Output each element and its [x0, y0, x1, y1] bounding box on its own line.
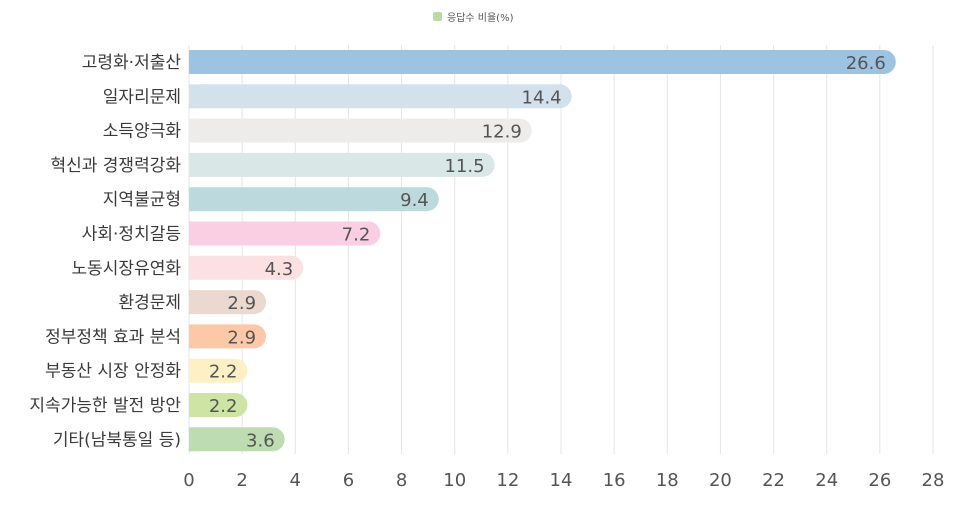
- bar: [189, 221, 381, 246]
- legend: 응답수 비율(%): [433, 12, 514, 24]
- bar-left-edge: [189, 393, 201, 417]
- bar: [189, 427, 285, 452]
- x-tick-label: 0: [183, 470, 194, 491]
- bar-left-edge: [189, 427, 201, 452]
- bar: [189, 118, 532, 143]
- category-label: 지역불균형: [103, 190, 181, 210]
- bar-left-edge: [189, 187, 201, 212]
- category-label: 고령화·저출산: [82, 53, 182, 73]
- bar-left-edge: [189, 324, 201, 349]
- x-tick-label: 10: [443, 470, 466, 491]
- category-label: 노동시장유연화: [72, 259, 182, 279]
- x-tick-label: 6: [343, 470, 354, 491]
- bar: [189, 324, 267, 349]
- bar-left-edge: [189, 290, 201, 315]
- bar-left-edge: [189, 152, 201, 177]
- bar: [189, 255, 304, 280]
- value-label: 2.9: [227, 293, 256, 314]
- value-label: 2.2: [209, 396, 238, 417]
- bar: [189, 393, 248, 417]
- category-label: 혁신과 경쟁력강화: [50, 156, 181, 176]
- value-label: 14.4: [522, 87, 562, 108]
- category-label: 정부정책 효과 분석: [45, 327, 181, 347]
- x-tick-label: 16: [603, 470, 626, 491]
- bar-left-edge: [189, 118, 201, 143]
- value-label: 3.6: [246, 430, 275, 451]
- x-tick-label: 20: [709, 470, 732, 491]
- x-tick-label: 12: [496, 470, 519, 491]
- legend-swatch: [433, 12, 442, 21]
- grid-lines: [188, 45, 934, 454]
- x-tick-label: 8: [396, 470, 407, 491]
- bar: [189, 290, 267, 315]
- value-label: 2.9: [227, 327, 256, 348]
- bar-left-edge: [189, 255, 201, 280]
- x-tick-label: 4: [290, 470, 301, 491]
- category-label: 사회·정치갈등: [82, 225, 181, 245]
- legend-label: 응답수 비율(%): [447, 12, 514, 24]
- category-label: 기타(남북통일 등): [53, 430, 181, 450]
- x-tick-label: 2: [236, 470, 247, 491]
- bar: [189, 152, 495, 177]
- value-labels: 26.6 14.412.9 11.5 9.4 7.2 4.3 2.9 2.9 2.2 2.2 3.6: [209, 53, 886, 451]
- bar: [189, 187, 439, 212]
- value-label: 4.3: [265, 259, 294, 280]
- x-tick-label: 28: [922, 470, 945, 491]
- value-label: 12.9: [482, 122, 522, 143]
- x-tick-label: 18: [656, 470, 679, 491]
- bar: [189, 84, 572, 109]
- bar: [189, 358, 248, 383]
- bar-left-edge: [189, 84, 201, 109]
- value-label: 2.2: [209, 362, 238, 383]
- bar: [189, 50, 896, 74]
- value-label: 26.6: [846, 53, 886, 74]
- x-tick-label: 24: [815, 470, 838, 491]
- category-label: 일자리문제: [103, 87, 181, 107]
- value-label: 11.5: [444, 156, 484, 177]
- category-label: 환경문제: [118, 293, 181, 313]
- category-label: 소득양극화: [103, 122, 182, 142]
- x-tick-label: 22: [762, 470, 785, 491]
- category-label: 부동산 시장 안정화: [45, 362, 181, 382]
- x-axis-tick-labels: 0 2 4 6 8 10 12 14 16 18 20 22 24 26 28: [183, 470, 944, 491]
- bar-left-edge: [189, 358, 201, 383]
- bar-left-edge: [189, 50, 201, 74]
- value-label: 7.2: [342, 225, 371, 246]
- bars: [189, 50, 896, 452]
- x-tick-label: 14: [550, 470, 573, 491]
- category-label: 지속가능한 발전 방안: [29, 396, 181, 416]
- x-tick-label: 26: [868, 470, 891, 491]
- bar-left-edge: [189, 221, 201, 246]
- value-label: 9.4: [400, 190, 429, 211]
